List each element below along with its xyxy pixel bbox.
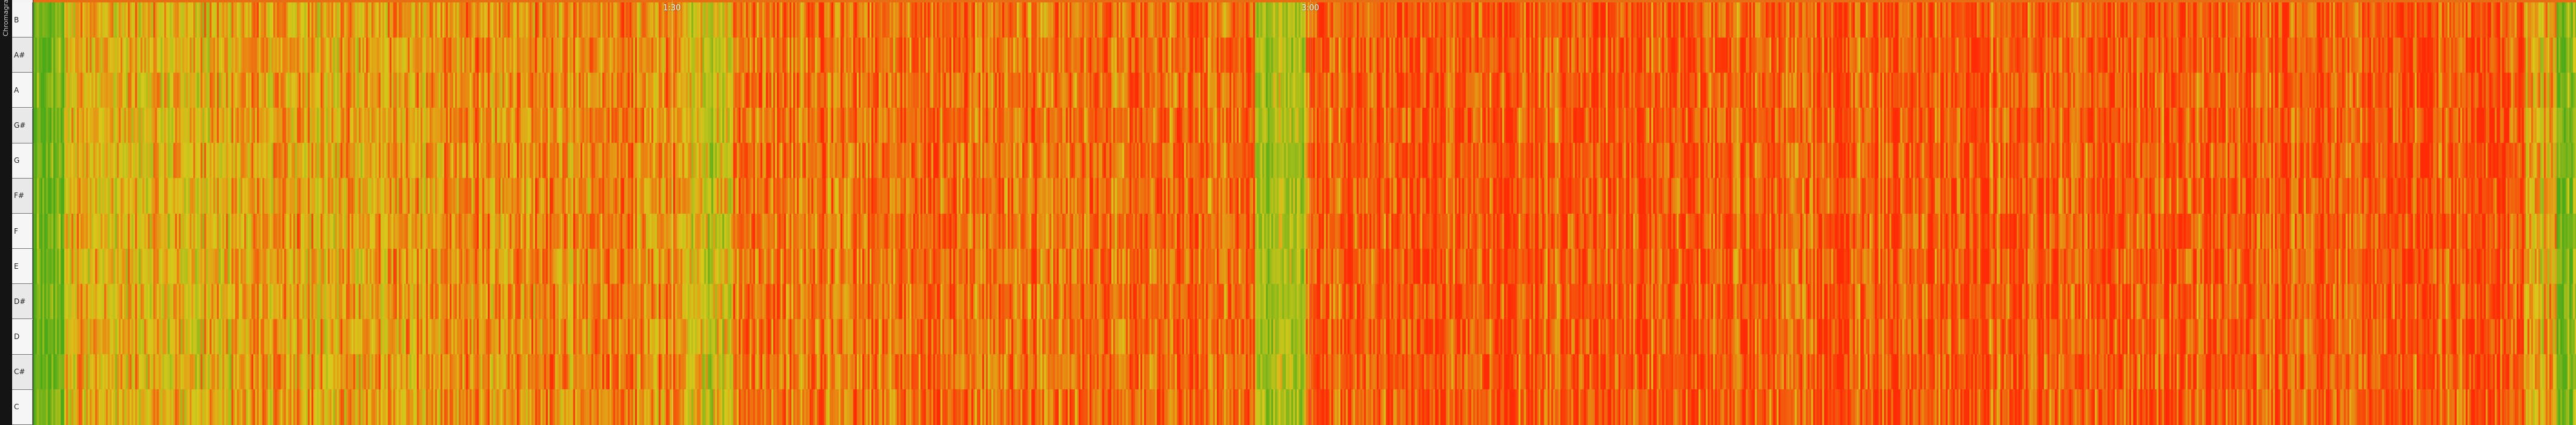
key-a[interactable]: A (12, 73, 33, 108)
key-d[interactable]: D (12, 319, 33, 355)
heatmap-canvas[interactable] (33, 0, 2576, 425)
key-label: D (14, 332, 20, 341)
key-label: A (14, 85, 19, 94)
key-e[interactable]: E (12, 249, 33, 285)
key-label: G (14, 156, 20, 165)
key-f[interactable]: F (12, 214, 33, 249)
key-a-sharp[interactable]: A# (12, 38, 33, 73)
key-label: A# (14, 50, 25, 59)
key-label: C (14, 403, 19, 412)
key-c-sharp[interactable]: C# (12, 354, 33, 390)
time-gridline (671, 0, 673, 425)
key-label: C# (14, 367, 25, 377)
time-label: 1:30 (663, 4, 681, 13)
key-label: E (14, 262, 19, 271)
key-label: G# (14, 121, 26, 130)
time-label: 3:00 (1301, 4, 1319, 13)
key-g-sharp[interactable]: G# (12, 108, 33, 143)
key-d-sharp[interactable]: D# (12, 284, 33, 320)
key-b[interactable]: B (12, 2, 33, 38)
key-g[interactable]: G (12, 143, 33, 179)
key-c[interactable]: C (12, 389, 33, 425)
chromagram-heatmap[interactable]: 1:30 3:00 (33, 0, 2576, 425)
view-mode-label: Chromagram (2, 0, 10, 36)
key-label: B (14, 15, 19, 24)
view-mode-strip[interactable]: Chromagram (0, 0, 13, 425)
key-f-sharp[interactable]: F# (12, 178, 33, 214)
key-label: F (14, 226, 18, 236)
pitch-class-keyboard: B A# A G# G F# F E D# D C# C (12, 0, 34, 425)
key-label: F# (14, 191, 24, 200)
key-label: D# (14, 297, 26, 306)
time-gridline (1310, 0, 1311, 425)
